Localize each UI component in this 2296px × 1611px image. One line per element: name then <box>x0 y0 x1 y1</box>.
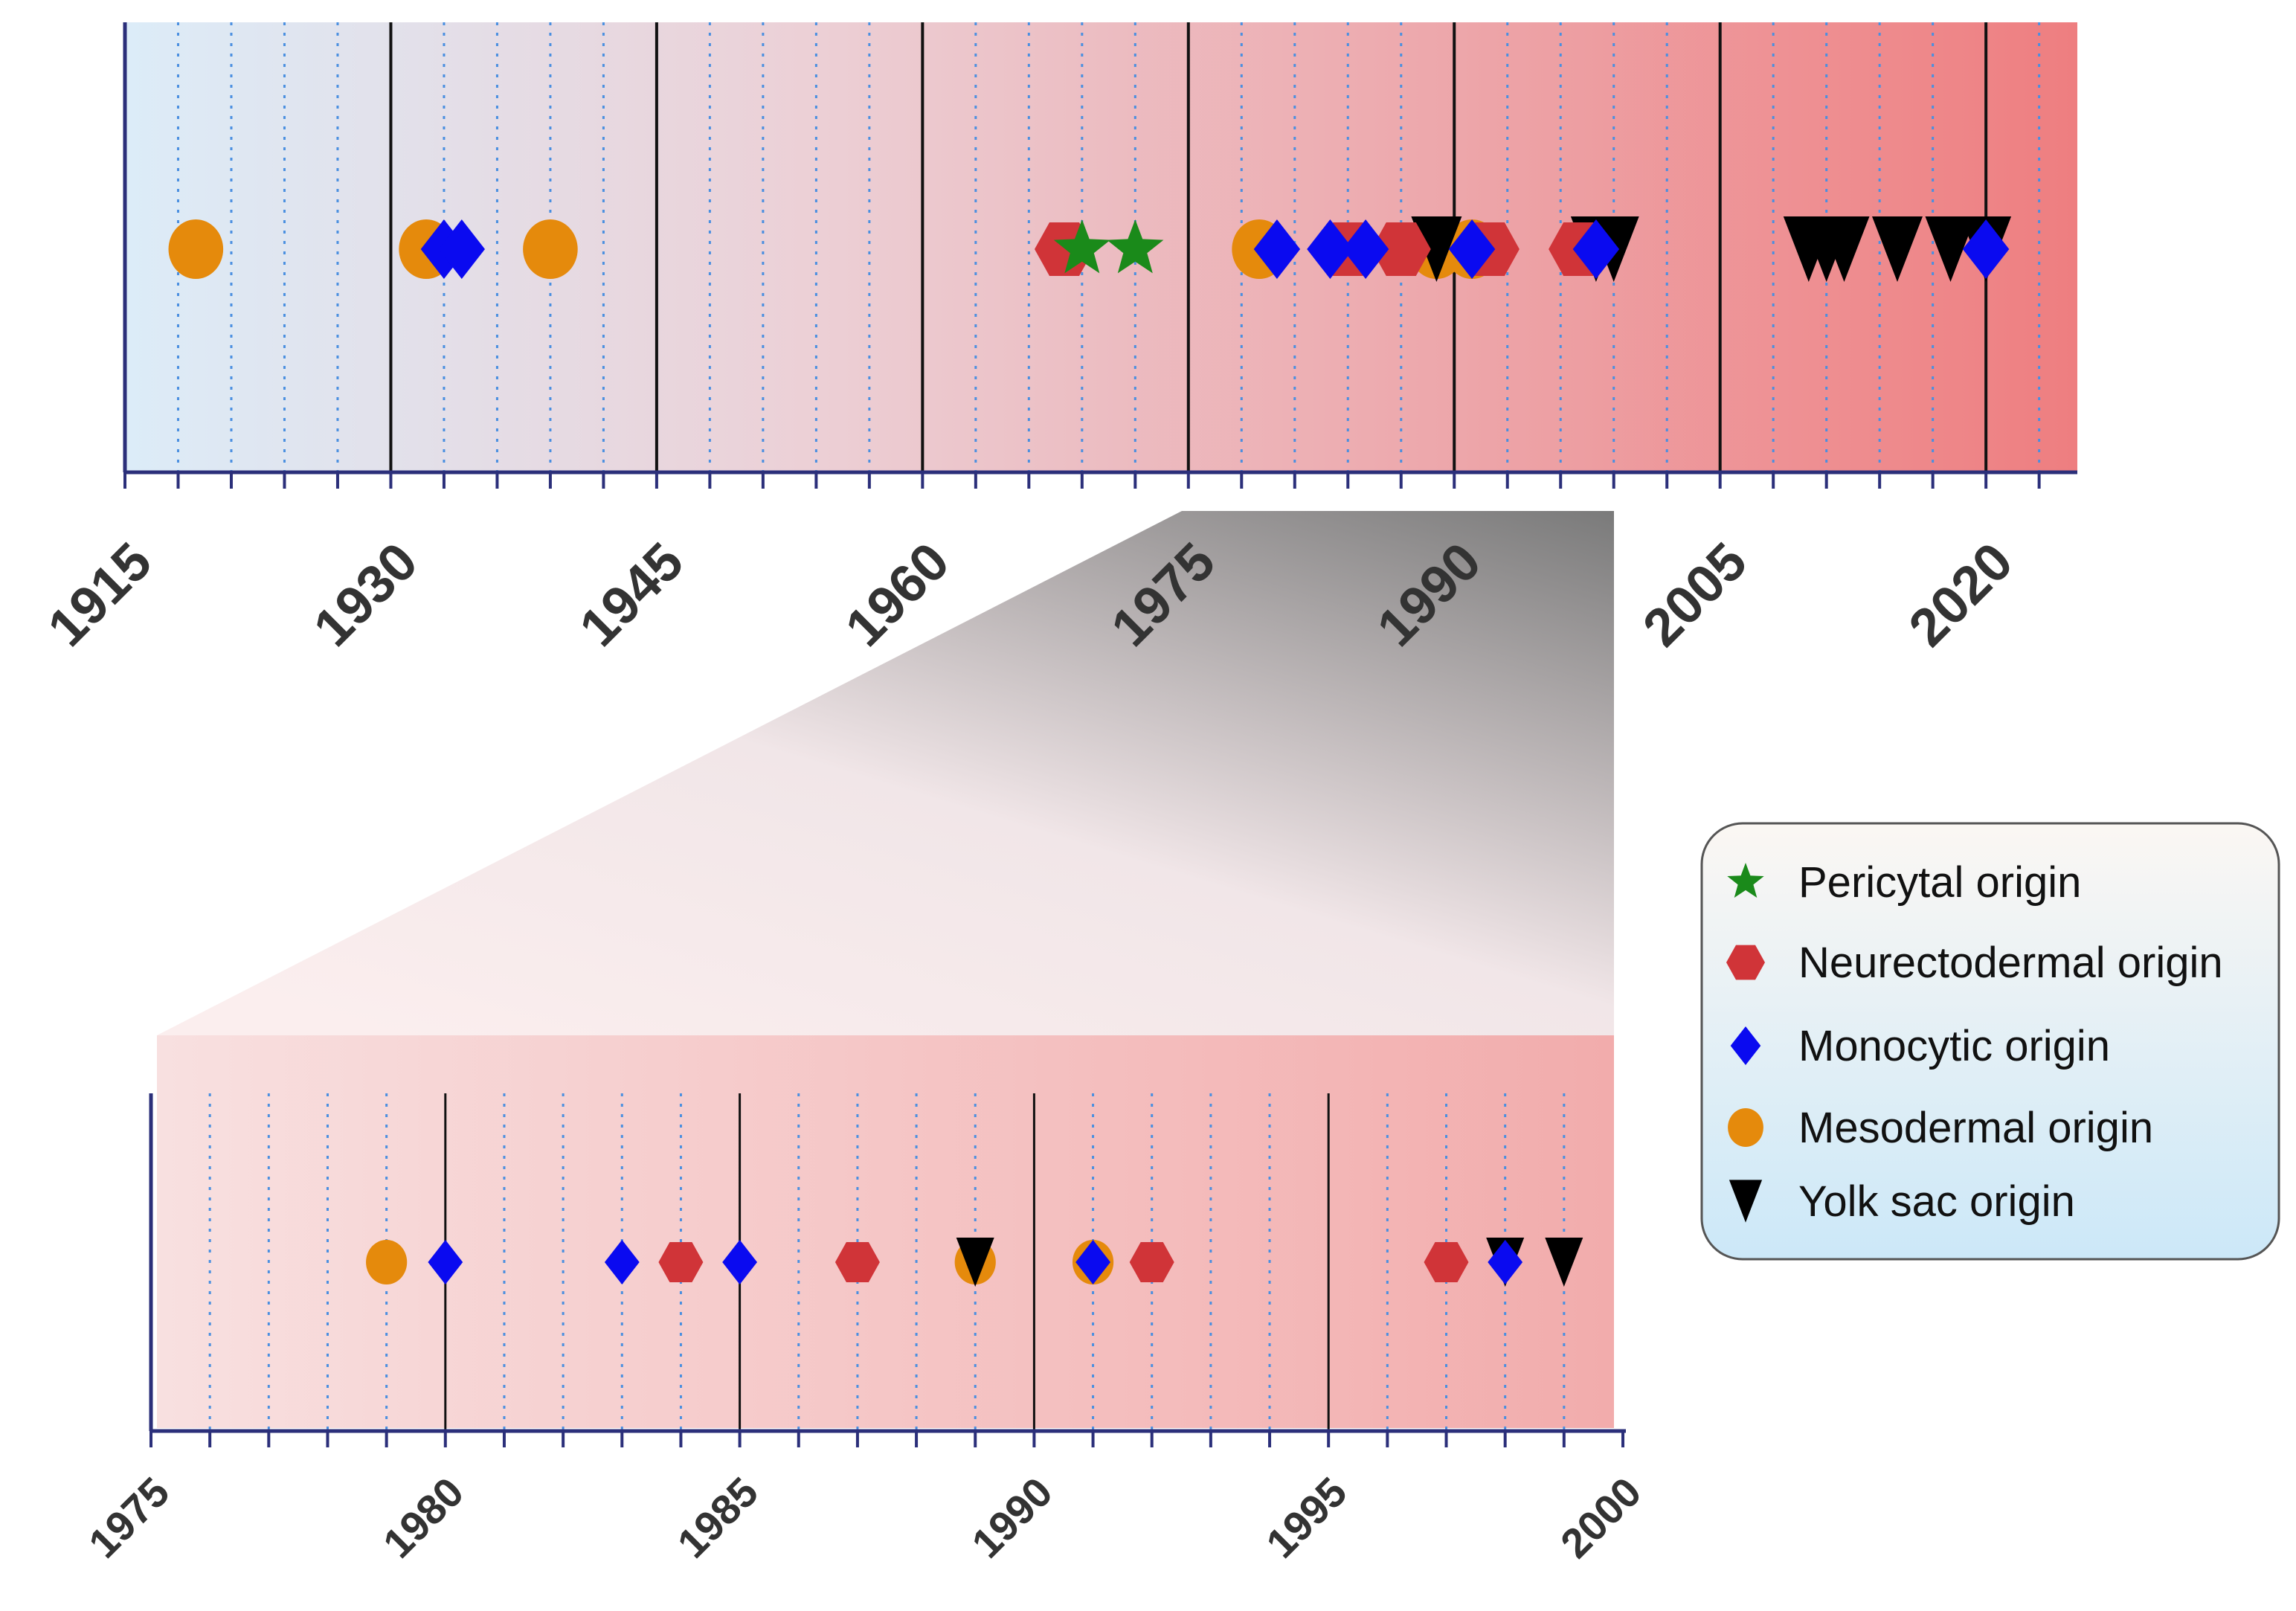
data-point-hexagon <box>658 1242 704 1282</box>
data-point-diamond <box>1075 1240 1110 1284</box>
tick-label: 2000 <box>1551 1468 1650 1567</box>
zoom-funnel <box>157 511 1614 1035</box>
data-point-diamond <box>1488 1240 1523 1284</box>
plot-background <box>157 1035 1614 1428</box>
legend-item: Pericytal origin <box>1727 858 2081 907</box>
data-point-hexagon <box>835 1242 880 1282</box>
diamond-icon <box>1730 1026 1761 1065</box>
legend-box <box>1700 822 2280 1261</box>
legend-label: Neurectodermal origin <box>1798 939 2223 987</box>
data-point-triangle-down <box>1545 1238 1583 1287</box>
data-point-circle <box>366 1240 408 1284</box>
tick-label: 1915 <box>36 532 163 658</box>
tick-label: 1980 <box>374 1468 473 1567</box>
legend-label: Pericytal origin <box>1798 858 2081 907</box>
circle-icon <box>1728 1108 1763 1147</box>
tick-label: 1945 <box>568 532 695 658</box>
data-point-diamond <box>1572 219 1620 279</box>
data-point-triangle-down <box>1925 216 1976 282</box>
tick-label: 1975 <box>80 1468 179 1567</box>
legend-item: Mesodermal origin <box>1728 1104 2153 1152</box>
data-point-triangle-down <box>1411 216 1462 282</box>
legend-item: Yolk sac origin <box>1729 1177 2075 1226</box>
triangle-down-icon <box>1729 1180 1763 1223</box>
hexagon-icon <box>1726 945 1765 980</box>
legend-item: Monocytic origin <box>1730 1022 2110 1070</box>
tick-label: 2020 <box>1898 532 2025 658</box>
legend-label: Yolk sac origin <box>1798 1177 2075 1226</box>
data-point-diamond <box>438 219 485 279</box>
data-point-diamond <box>604 1240 640 1284</box>
legend-label: Monocytic origin <box>1798 1022 2110 1070</box>
data-point-triangle-down <box>1872 216 1923 282</box>
data-point-star <box>1053 219 1110 274</box>
zoomed-timeline: 1975 1980 1985 1990 1995 2000 <box>80 1035 1650 1567</box>
legend-label: Mesodermal origin <box>1798 1104 2153 1152</box>
tick-label: 2005 <box>1632 532 1758 658</box>
legend: Pericytal origin Neurectodermal origin Mon… <box>1700 822 2280 1261</box>
tick-label: 1985 <box>668 1468 767 1567</box>
data-point-diamond <box>1307 219 1354 279</box>
tick-label: 1930 <box>303 532 429 658</box>
data-point-triangle-down <box>1819 216 1870 282</box>
star-icon <box>1727 863 1764 898</box>
data-point-diamond <box>1962 219 2010 279</box>
data-point-diamond <box>1253 219 1301 279</box>
data-point-triangle-down <box>956 1238 994 1287</box>
data-point-circle <box>168 219 224 279</box>
legend-item: Neurectodermal origin <box>1726 939 2223 987</box>
data-point-diamond <box>722 1240 757 1284</box>
data-point-hexagon <box>1424 1242 1469 1282</box>
data-point-star <box>1107 219 1164 274</box>
tick-label: 1990 <box>962 1468 1061 1567</box>
data-point-circle <box>523 219 578 279</box>
data-point-hexagon <box>1129 1242 1174 1282</box>
data-point-hexagon <box>1371 222 1431 276</box>
data-point-diamond <box>428 1240 463 1284</box>
data-point-diamond <box>1448 219 1496 279</box>
tick-label: 1995 <box>1257 1468 1356 1567</box>
top-timeline: 1915 1930 1945 1960 1975 1990 2005 2020 <box>36 22 2077 658</box>
data-point-diamond <box>1342 219 1389 279</box>
